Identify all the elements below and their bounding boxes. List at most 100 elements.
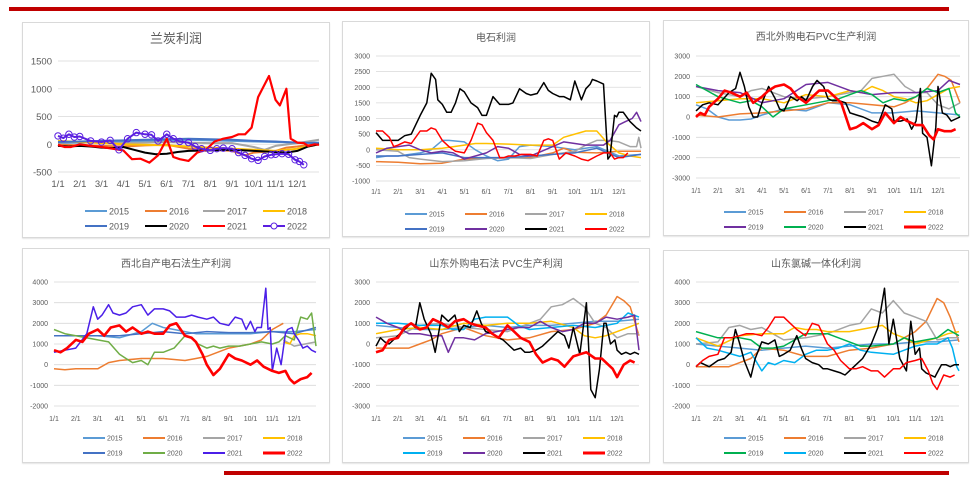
legend-label-2021: 2021: [549, 227, 565, 234]
series-line-2016: [376, 295, 640, 349]
y-tick-label: -3000: [672, 176, 690, 183]
x-tick-label: 1/1: [371, 416, 381, 423]
y-tick-label: 3000: [674, 300, 690, 307]
x-tick-label: 11/1: [589, 416, 602, 423]
series-marker-2022: [247, 154, 256, 163]
y-tick-label: 2000: [354, 85, 370, 92]
legend-label-2022: 2022: [607, 451, 623, 458]
y-tick-label: 2500: [354, 69, 370, 76]
x-tick-label: 12/1: [931, 188, 945, 195]
x-tick-label: 10/1: [566, 416, 580, 423]
chart-svg: 西北外购电石PVC生产利润 3000 2000 1000 0 -1000 -2000 -300…: [672, 30, 961, 232]
series-line-2019: [376, 312, 640, 331]
y-tick-label: 1500: [354, 100, 370, 107]
x-tick-label: 7/1: [503, 416, 513, 423]
x-tick-label: 6/1: [481, 416, 491, 423]
legend-label-2019: 2019: [748, 225, 764, 232]
y-tick-label: -1000: [352, 362, 370, 369]
chart-panel-northwest-self-produced-carbide-profit: 西北自产电石法生产利润 4000 3000 2000 1000 0 -1000 -2000 1/…: [22, 248, 330, 463]
series-marker-2022: [267, 151, 275, 159]
x-tick-label: 2/1: [73, 179, 86, 190]
series-marker-2022: [123, 135, 132, 143]
bottom-red-rule: [224, 471, 949, 475]
legend-label-2016: 2016: [167, 436, 183, 443]
top-red-rule: [9, 7, 949, 11]
y-tick-label: 0: [366, 342, 370, 349]
series-marker-2022: [86, 137, 95, 145]
legend-marker-2022: [270, 222, 278, 230]
x-tick-label: 5/1: [459, 189, 469, 196]
x-tick-label: 1/1: [691, 416, 701, 423]
series-line-2021: [375, 72, 642, 160]
x-tick-label: 4/1: [437, 189, 447, 196]
series-marker-2022: [163, 130, 171, 138]
x-tick-label: 1/1: [691, 188, 701, 195]
chart-panel-calcium-carbide-profit: 电石利润 3000 2500 2000 1500 1000 500 0 -500 -1000 1/1…: [342, 21, 650, 237]
series-line-2019: [695, 328, 960, 349]
legend-label-2017: 2017: [227, 207, 247, 217]
series-marker-2022: [234, 148, 243, 157]
legend-label-2020: 2020: [808, 451, 824, 458]
legend-label-2016: 2016: [487, 436, 503, 443]
legend-label-2017: 2017: [868, 210, 884, 217]
chart-title: 山东氯碱一体化利润: [771, 257, 861, 270]
series-marker-2022: [191, 142, 199, 151]
legend-label-2020: 2020: [489, 227, 505, 234]
x-tick-label: 4/1: [115, 416, 125, 423]
chart-title: 电石利润: [476, 31, 516, 44]
x-tick-label: 8/1: [525, 416, 535, 423]
y-tick-label: 500: [358, 132, 370, 139]
x-tick-label: 9/1: [548, 189, 558, 196]
x-tick-label: 8/1: [202, 416, 212, 423]
legend-label-2016: 2016: [808, 210, 824, 217]
legend-label-2020: 2020: [169, 222, 189, 232]
series-marker-2022: [219, 144, 228, 152]
chart-svg: 山东外购电石法 PVC生产利润 3000 2000 1000 0 -1000 -2000 -3…: [352, 257, 640, 458]
x-tick-label: 8/1: [526, 189, 536, 196]
legend-label-2015: 2015: [748, 436, 764, 443]
x-tick-label: 3/1: [415, 189, 425, 196]
legend-label-2017: 2017: [227, 436, 243, 443]
x-tick-label: 6/1: [160, 179, 173, 190]
series-marker-2022: [176, 137, 184, 146]
chart-svg: 电石利润 3000 2500 2000 1500 1000 500 0 -500 -10001/1…: [352, 31, 642, 234]
y-tick-label: -1000: [30, 383, 48, 390]
chart-title: 西北自产电石法生产利润: [121, 257, 231, 270]
y-tick-label: 0: [366, 147, 370, 154]
legend-label-2022: 2022: [287, 451, 303, 458]
series-line-2021: [375, 301, 640, 399]
y-tick-label: 1000: [354, 116, 370, 123]
x-tick-label: 10/1: [244, 416, 258, 423]
legend-label-2017: 2017: [868, 436, 884, 443]
x-tick-label: 1/1: [51, 179, 64, 190]
x-tick-label: 12/1: [612, 189, 626, 196]
y-tick-label: -1000: [672, 135, 690, 142]
y-tick-label: 1000: [354, 321, 370, 328]
series-line-2019: [57, 137, 320, 145]
y-tick-label: 3000: [354, 54, 370, 61]
y-tick-label: -1000: [352, 179, 370, 186]
series-marker-2022: [115, 146, 123, 154]
series-marker-2022: [254, 156, 262, 165]
legend-label-2015: 2015: [427, 436, 443, 443]
y-tick-label: 1000: [674, 94, 690, 101]
x-tick-label: 6/1: [482, 189, 492, 196]
series-line-2017: [695, 299, 959, 345]
legend-label-2020: 2020: [808, 225, 824, 232]
x-tick-label: 10/1: [568, 189, 582, 196]
series-line-2017: [375, 297, 639, 339]
series-marker-2022: [184, 138, 193, 147]
legend-label-2019: 2019: [748, 451, 764, 458]
x-tick-label: 11/1: [266, 416, 279, 423]
x-tick-label: 2/1: [71, 416, 81, 423]
x-tick-label: 10/1: [887, 188, 901, 195]
x-tick-label: 4/1: [757, 188, 767, 195]
x-tick-label: 2/1: [393, 189, 403, 196]
series-line-2021: [695, 71, 961, 167]
series-line-2021: [53, 287, 317, 372]
x-tick-label: 3/1: [415, 416, 425, 423]
x-tick-label: 9/1: [225, 179, 238, 190]
y-tick-label: -2000: [30, 404, 48, 411]
x-tick-label: 8/1: [845, 188, 855, 195]
